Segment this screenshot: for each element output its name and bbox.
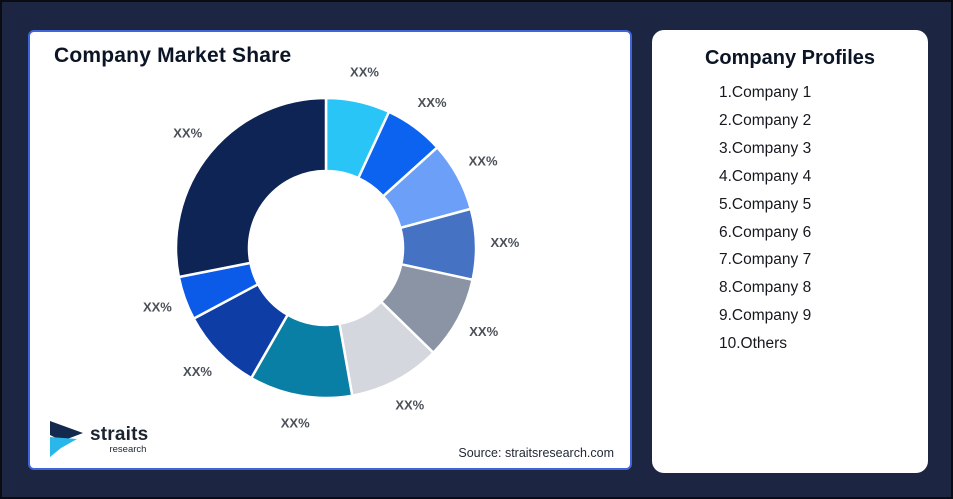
list-item: 4.Company 4 — [719, 167, 812, 185]
list-item: 1.Company 1 — [719, 84, 812, 101]
list-item: 8.Company 8 — [719, 279, 812, 297]
donut-segment-label: XX% — [395, 398, 424, 413]
straits-logo-name: straits — [90, 424, 149, 446]
list-item: 5.Company 5 — [719, 195, 812, 213]
profiles-title: Company Profiles — [704, 47, 876, 69]
market-share-card: Company Market Share XX% XX% XX% XX% XX% XX% X… — [28, 30, 632, 470]
donut-segment-label: XX% — [350, 65, 379, 80]
profiles-list: 1.Company 1 2.Company 2 3.Company 3 4.Co… — [719, 79, 811, 358]
list-item: 9.Company 9 — [719, 307, 812, 325]
straits-logo-icon — [50, 421, 83, 457]
donut-segment-label: XX% — [469, 324, 498, 339]
profiles-card: Company Profiles 1.Company 1 2.Company 2… — [652, 30, 928, 473]
donut-segment-label: XX% — [418, 95, 447, 110]
straits-logo-text: straits research — [90, 425, 148, 455]
list-item: 6.Company 6 — [719, 223, 812, 241]
donut-chart: XX% XX% XX% XX% XX% XX% XX% XX% XX% XX% — [143, 65, 520, 431]
straits-logo-subname: research — [109, 444, 147, 456]
straits-logo: straits research — [48, 420, 148, 460]
list-item: 10.Others — [719, 335, 788, 353]
chart-title: Company Market Share — [54, 44, 292, 67]
list-item: 7.Company 7 — [719, 251, 812, 269]
donut-segment — [174, 96, 328, 279]
donut-segment-label: XX% — [281, 416, 310, 431]
source-note: Source: straitsresearch.com — [458, 446, 614, 460]
donut-segment-label: XX% — [490, 235, 519, 250]
list-item: 3.Company 3 — [719, 139, 812, 157]
donut-segment-label: XX% — [143, 300, 172, 315]
donut-segment-label: XX% — [173, 126, 202, 141]
list-item: 2.Company 2 — [719, 111, 812, 129]
donut-segment-label: XX% — [183, 364, 212, 379]
donut-segment-label: XX% — [469, 154, 498, 169]
